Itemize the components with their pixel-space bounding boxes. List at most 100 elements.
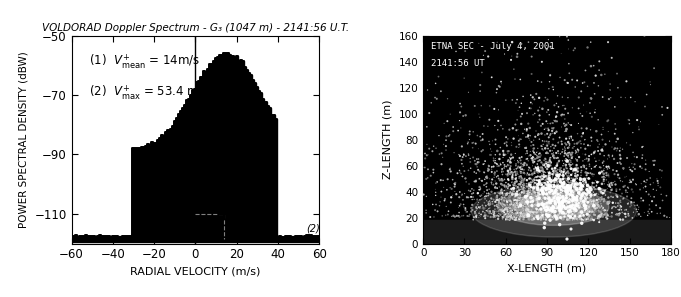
Point	[528, 195, 539, 200]
Point	[568, 216, 579, 221]
Point	[523, 176, 534, 181]
Point	[531, 209, 542, 214]
Point	[577, 202, 588, 207]
Point	[505, 208, 516, 213]
Point	[513, 208, 524, 212]
Point	[543, 203, 554, 208]
Point	[533, 214, 543, 218]
Point	[557, 201, 568, 206]
Point	[536, 214, 547, 218]
Point	[490, 213, 501, 218]
Point	[574, 214, 585, 219]
Point	[601, 216, 612, 221]
Point	[546, 193, 557, 198]
Point	[552, 172, 563, 177]
Point	[583, 206, 594, 211]
Point	[553, 193, 564, 198]
Point	[530, 212, 541, 217]
Point	[557, 172, 568, 176]
Point	[547, 217, 558, 222]
Point	[511, 169, 522, 174]
Point	[562, 186, 573, 191]
Point	[577, 200, 588, 204]
Point	[512, 214, 523, 219]
Point	[566, 166, 577, 171]
Point	[558, 173, 569, 178]
Point	[556, 165, 567, 170]
Point	[542, 211, 553, 216]
Point	[533, 215, 543, 220]
Point	[530, 210, 541, 215]
Point	[559, 201, 570, 206]
Point	[498, 160, 509, 165]
Point	[580, 208, 590, 213]
Point	[536, 143, 547, 148]
Point	[560, 215, 571, 220]
Point	[543, 186, 554, 190]
Point	[590, 178, 601, 183]
Point	[567, 196, 578, 200]
Point	[528, 200, 539, 205]
Point	[529, 184, 540, 189]
Point	[631, 182, 642, 187]
Point	[569, 215, 580, 220]
Point	[631, 155, 642, 159]
Point	[510, 180, 521, 184]
Point	[533, 201, 543, 206]
Point	[575, 139, 586, 143]
Point	[579, 203, 590, 207]
Point	[494, 202, 505, 207]
Point	[554, 198, 565, 203]
Point	[558, 185, 569, 189]
Point	[428, 215, 439, 219]
Point	[581, 203, 592, 208]
Point	[524, 203, 535, 208]
Point	[535, 215, 546, 220]
Point	[446, 187, 457, 191]
Point	[542, 180, 553, 184]
Point	[603, 202, 614, 206]
Point	[547, 212, 558, 217]
Point	[518, 187, 528, 192]
Point	[521, 192, 532, 196]
Point	[539, 203, 550, 208]
Point	[552, 184, 563, 189]
Point	[468, 217, 479, 222]
Point	[525, 205, 536, 210]
Point	[516, 211, 527, 216]
Point	[541, 213, 552, 218]
Point	[545, 214, 556, 218]
Point	[534, 209, 545, 214]
Point	[550, 197, 561, 202]
Point	[534, 213, 545, 218]
Point	[571, 214, 582, 219]
Point	[539, 156, 550, 161]
Point	[498, 199, 509, 203]
Point	[554, 185, 565, 190]
Point	[600, 208, 611, 213]
Point	[540, 217, 551, 222]
Point	[525, 180, 536, 184]
Point	[470, 162, 481, 166]
Point	[528, 211, 539, 216]
Point	[528, 215, 539, 220]
Point	[533, 212, 544, 217]
Point	[599, 208, 610, 213]
Point	[552, 214, 563, 219]
Point	[501, 216, 511, 221]
Point	[561, 142, 572, 147]
Point	[557, 205, 568, 210]
Point	[491, 209, 502, 214]
Point	[563, 145, 574, 150]
Point	[562, 190, 573, 195]
Point	[546, 215, 557, 220]
Point	[568, 184, 579, 189]
Point	[499, 52, 510, 56]
Point	[542, 191, 553, 195]
Point	[656, 105, 667, 109]
Point	[543, 165, 554, 170]
Point	[556, 192, 567, 197]
Point	[554, 214, 565, 218]
Point	[526, 209, 537, 214]
Point	[590, 198, 601, 203]
